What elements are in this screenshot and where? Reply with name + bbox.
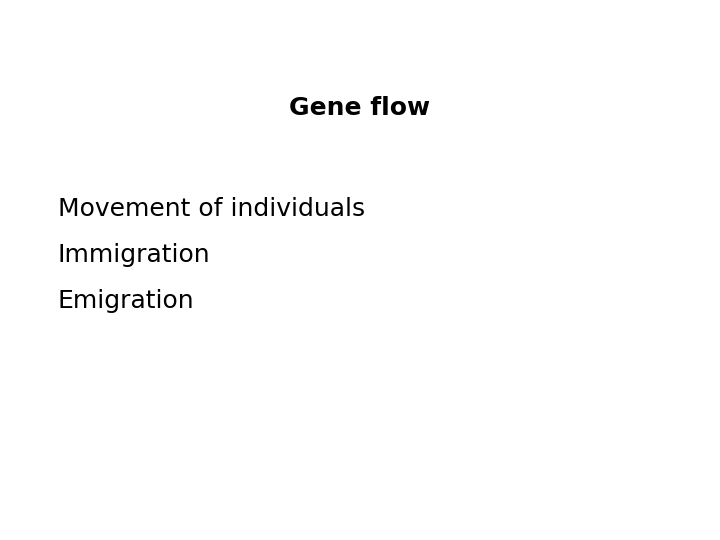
Text: Movement of individuals: Movement of individuals <box>58 197 365 221</box>
Text: Emigration: Emigration <box>58 289 194 313</box>
Text: Gene flow: Gene flow <box>289 96 431 120</box>
Text: Immigration: Immigration <box>58 243 210 267</box>
